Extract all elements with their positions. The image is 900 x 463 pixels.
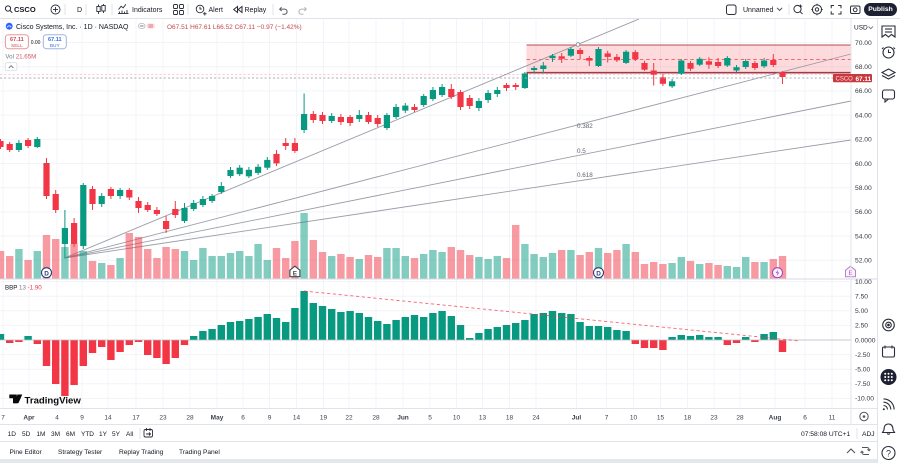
svg-text:5D: 5D [22,431,31,438]
svg-text:0.00: 0.00 [31,40,41,46]
svg-text:Replay: Replay [245,7,267,14]
svg-text:-2.50: -2.50 [855,352,871,359]
svg-text:10.00: 10.00 [855,279,872,286]
svg-text:CSCO: CSCO [14,5,36,14]
svg-text:14: 14 [293,414,301,421]
svg-text:D: D [596,270,601,277]
svg-text:6: 6 [803,414,807,421]
svg-text:Strategy Tester: Strategy Tester [58,449,103,456]
svg-text:56.00: 56.00 [855,209,872,216]
svg-text:Alert: Alert [209,7,223,14]
svg-text:64.00: 64.00 [855,112,872,119]
svg-text:10: 10 [453,414,461,421]
svg-text:Trading Panel: Trading Panel [179,449,220,456]
svg-text:7.50: 7.50 [855,294,868,301]
svg-text:Vol: Vol [5,54,14,61]
svg-text:58.00: 58.00 [855,185,872,192]
svg-text:1D: 1D [8,431,17,438]
svg-text:5Y: 5Y [112,431,121,438]
svg-text:5: 5 [428,414,432,421]
svg-text:7: 7 [1,414,5,421]
svg-text:28: 28 [372,414,380,421]
svg-text:11: 11 [829,414,836,421]
svg-text:10: 10 [630,414,638,421]
svg-text:Cisco Systems, Inc. · 1D · NAS: Cisco Systems, Inc. · 1D · NASDAQ [16,24,129,31]
svg-text:BUY: BUY [50,43,61,49]
svg-text:May: May [211,414,224,421]
svg-text:28: 28 [186,414,194,421]
svg-text:?: ? [886,449,891,459]
svg-text:54.00: 54.00 [855,233,872,240]
svg-text:18: 18 [684,414,692,421]
svg-text:07:58:08 UTC+1: 07:58:08 UTC+1 [801,431,851,438]
svg-text:66.00: 66.00 [855,88,872,95]
svg-text:-7.50: -7.50 [855,381,871,388]
svg-text:0.0000: 0.0000 [855,337,876,344]
svg-text:22: 22 [345,414,353,421]
svg-text:Jul: Jul [572,414,582,421]
svg-text:67.11: 67.11 [48,37,62,43]
svg-text:Replay Trading: Replay Trading [119,449,164,456]
svg-text:21.65M: 21.65M [16,54,37,61]
svg-text:Indicators: Indicators [132,7,163,14]
svg-text:4: 4 [55,414,59,421]
svg-text:52.00: 52.00 [855,258,872,265]
svg-text:Apr: Apr [23,414,35,421]
svg-text:YTD: YTD [81,431,94,438]
svg-text:CSCO: CSCO [836,77,854,83]
svg-text:9: 9 [80,414,84,421]
svg-text:6: 6 [241,414,245,421]
svg-text:-5.00: -5.00 [855,367,871,374]
svg-text:Pine Editor: Pine Editor [10,449,43,456]
svg-text:62.00: 62.00 [855,137,872,144]
svg-text:60.00: 60.00 [855,161,872,168]
svg-text:BBP 13 -1.90: BBP 13 -1.90 [5,285,42,292]
svg-text:ADJ: ADJ [862,431,875,438]
svg-text:6M: 6M [66,431,75,438]
svg-text:14: 14 [104,414,112,421]
svg-text:7: 7 [605,414,609,421]
svg-text:1Y: 1Y [99,431,108,438]
svg-text:-10.00: -10.00 [855,396,874,403]
svg-text:5.00: 5.00 [855,308,868,315]
svg-text:24: 24 [532,414,540,421]
svg-text:D: D [77,7,82,14]
svg-text:17: 17 [132,414,140,421]
svg-text:E: E [293,270,298,277]
svg-text:70.00: 70.00 [855,40,872,47]
svg-text:TradingView: TradingView [25,396,82,407]
svg-text:0.618: 0.618 [577,172,593,179]
svg-text:19: 19 [320,414,328,421]
svg-text:SELL: SELL [11,43,23,49]
svg-text:0.5: 0.5 [577,148,586,155]
svg-text:15: 15 [657,414,665,421]
svg-text:3M: 3M [51,431,60,438]
svg-text:2.50: 2.50 [855,323,868,330]
svg-text:67.11: 67.11 [856,76,872,83]
svg-text:O67.51 H67.61 L66.52 C67.11: O67.51 H67.61 L66.52 C67.11 −0.97 (−1.42… [167,24,302,31]
svg-text:Unnamed: Unnamed [743,7,773,14]
svg-text:Jun: Jun [397,414,409,421]
svg-text:9: 9 [268,414,272,421]
svg-text:0.382: 0.382 [577,123,593,130]
svg-text:USD: USD [854,25,868,32]
svg-text:18: 18 [506,414,514,421]
svg-text:67.11: 67.11 [10,37,24,43]
svg-text:1M: 1M [36,431,45,438]
svg-text:Aug: Aug [769,414,782,421]
svg-text:28: 28 [736,414,744,421]
svg-text:23: 23 [159,414,167,421]
svg-text:13: 13 [479,414,487,421]
svg-text:23: 23 [710,414,718,421]
svg-text:All: All [126,431,134,438]
svg-text:68.00: 68.00 [855,64,872,71]
svg-text:D: D [44,270,49,277]
